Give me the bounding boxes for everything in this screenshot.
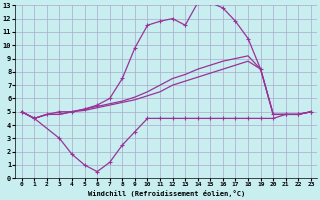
X-axis label: Windchill (Refroidissement éolien,°C): Windchill (Refroidissement éolien,°C): [88, 190, 245, 197]
